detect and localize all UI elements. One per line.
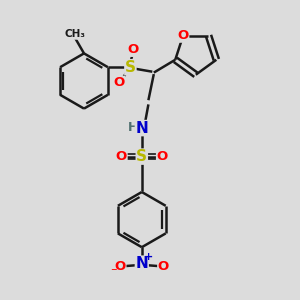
Text: S: S <box>125 60 136 75</box>
Text: O: O <box>113 76 124 89</box>
Text: ⁻: ⁻ <box>110 266 117 279</box>
Text: O: O <box>127 43 138 56</box>
Text: O: O <box>157 150 168 163</box>
Text: O: O <box>115 260 126 273</box>
Text: H: H <box>128 121 138 134</box>
Text: +: + <box>144 252 153 262</box>
Text: S: S <box>136 149 147 164</box>
Text: CH₃: CH₃ <box>64 29 86 39</box>
Text: N: N <box>135 121 148 136</box>
Text: O: O <box>178 29 189 42</box>
Text: N: N <box>135 256 148 271</box>
Text: O: O <box>158 260 169 273</box>
Text: O: O <box>116 150 127 163</box>
